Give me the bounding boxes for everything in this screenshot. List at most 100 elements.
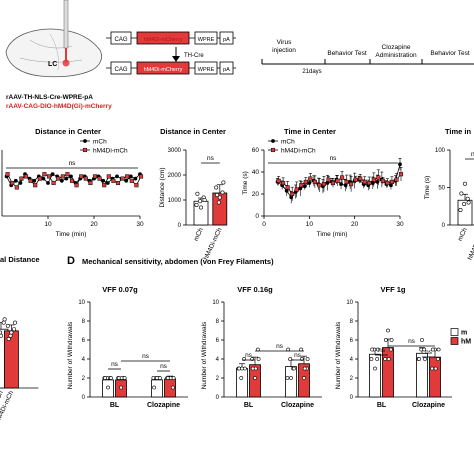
data-point-mch	[339, 182, 343, 187]
data-point-mCh	[0, 333, 3, 338]
x-axis-label: Time (min)	[317, 231, 348, 238]
data-point-hM4Di-mCh	[386, 328, 390, 333]
chart-time-center-time-course: 0 10 20 30 0 20 40 60 Time (min) Time (s) ns mCh hM4…	[242, 138, 404, 238]
y-axis-label: Number of Withdrawals	[335, 321, 342, 389]
y-tick-label: 8	[350, 319, 354, 325]
data-point-hm4di	[308, 176, 313, 181]
data-point-mch	[124, 178, 129, 183]
y-tick-label: 60	[252, 147, 260, 154]
mouse-brain-outline	[5, 28, 102, 78]
data-point-hm4di	[129, 178, 134, 183]
data-point-hm4di	[385, 180, 390, 186]
y-axis-label: Time (s)	[242, 171, 249, 195]
data-point-hm4di	[42, 172, 47, 177]
injection-needle	[63, 0, 69, 49]
data-point-hM4Di-mCh	[220, 190, 225, 195]
legend-label: mCh	[93, 138, 107, 145]
significance-label: ns	[207, 155, 215, 162]
timeline-step-1-line-1: Virus	[277, 39, 292, 46]
y-axis-label: Distance (cm)	[159, 167, 166, 207]
data-point-hm4di	[19, 176, 24, 181]
legend-label: hM4Di-mCh	[281, 147, 316, 154]
data-point-hM4Di-mCh	[305, 357, 310, 361]
data-point-mch	[398, 162, 402, 167]
data-point-mCh	[152, 385, 157, 390]
data-point-hm4di	[335, 178, 340, 183]
timeline-step-1-line-2: injection	[272, 47, 296, 54]
data-point-mCh	[289, 376, 293, 380]
category-label-Clozapine: Clozapine	[412, 402, 445, 409]
vector-1-wpre-label: WPRE	[198, 37, 215, 43]
category-label-Clozapine: Clozapine	[281, 402, 314, 409]
data-point-mCh	[369, 357, 374, 361]
data-point-mCh	[242, 366, 247, 371]
data-point-hm4di	[37, 176, 42, 181]
data-point-hM4Di-mCh	[9, 330, 14, 335]
data-point-mCh	[422, 357, 427, 361]
chart-distance-center-time-course: 10 20 30 Time (min) ns mCh hM4Di-mCh	[1, 138, 144, 238]
data-point-hm4di	[92, 174, 98, 179]
data-point-hm4di	[330, 180, 336, 186]
x-tick-label: 20	[90, 221, 98, 228]
bar-Clozapine-hM4Di-mCh	[429, 356, 441, 398]
data-point-hM4Di-mCh	[119, 385, 123, 390]
x-tick-label: 0	[262, 221, 266, 228]
brain-fold-line-3	[49, 33, 59, 71]
data-point-hm4di	[344, 179, 349, 184]
data-point-hM4Di-mCh	[253, 366, 258, 371]
data-point-hM4Di-mCh	[170, 385, 175, 390]
data-point-mch	[46, 181, 50, 185]
vector-1-pa-label: pA	[223, 37, 230, 43]
x-tick-label: 30	[396, 221, 404, 228]
y-tick-label: 10	[212, 300, 219, 306]
bar-hM4Di-mCh	[4, 330, 19, 389]
data-point-hm4di	[46, 174, 52, 179]
y-axis-label: Number of Withdrawals	[67, 321, 74, 389]
data-point-hm4di	[376, 175, 381, 180]
data-point-mCh	[465, 196, 470, 201]
significance-label: ns	[294, 352, 302, 359]
cre-arrow-head	[172, 56, 180, 62]
data-point-mCh	[420, 338, 424, 342]
data-point-hM4Di-mCh	[430, 347, 435, 352]
y-tick-label: 1000	[168, 198, 182, 204]
y-tick-label: 8	[82, 319, 86, 325]
y-tick-label: 10	[346, 300, 353, 306]
y-axis-label: Time (s)	[424, 176, 431, 200]
y-tick-label: 2000	[168, 173, 182, 179]
chart-vff-0-16g: 0 2 4 6 8 10 Number of Withdrawals BL ns Clozapin…	[201, 300, 322, 409]
vector-2-wpre	[194, 61, 218, 75]
data-point-mCh	[157, 376, 162, 380]
data-point-hm4di	[294, 187, 299, 192]
legend-swatch-hM4Di-mCh	[450, 337, 459, 345]
data-point-hM4Di-mCh	[221, 180, 226, 185]
vector-1-pa	[219, 31, 234, 45]
data-point-mCh	[459, 191, 464, 196]
vector-2-insert	[136, 61, 190, 75]
data-point-hm4di	[125, 174, 130, 179]
data-point-hm4di	[371, 177, 376, 182]
data-point-hm4di	[394, 177, 399, 182]
data-point-hm4di	[290, 191, 295, 197]
significance-label: ns	[111, 361, 119, 368]
vector-2-insert-label: hM4Di-mCherry	[144, 67, 183, 73]
brain-fold-line-2	[19, 57, 83, 63]
data-point-hM4Di-mCh	[214, 185, 219, 190]
legend-label-mCh: m	[461, 330, 467, 337]
data-point-hm4di	[389, 179, 394, 184]
data-point-hM4Di-mCh	[5, 323, 10, 328]
chart-vff-0-07g: 0 2 4 6 8 10 Number of Withdrawals BL ns Clozapin…	[67, 300, 188, 409]
data-point-mCh	[202, 198, 207, 203]
legend-marker-hm4di	[270, 147, 276, 153]
bar-BL-mCh	[236, 368, 248, 398]
vector-2-pa	[219, 61, 234, 75]
data-point-hM4Di-mCh	[388, 347, 393, 352]
data-point-hm4di	[362, 179, 367, 184]
brain-label-lc: LC	[48, 61, 57, 68]
data-point-hm4di	[303, 179, 308, 184]
data-point-hm4di	[281, 180, 286, 186]
y-tick-label: 2	[82, 376, 86, 382]
